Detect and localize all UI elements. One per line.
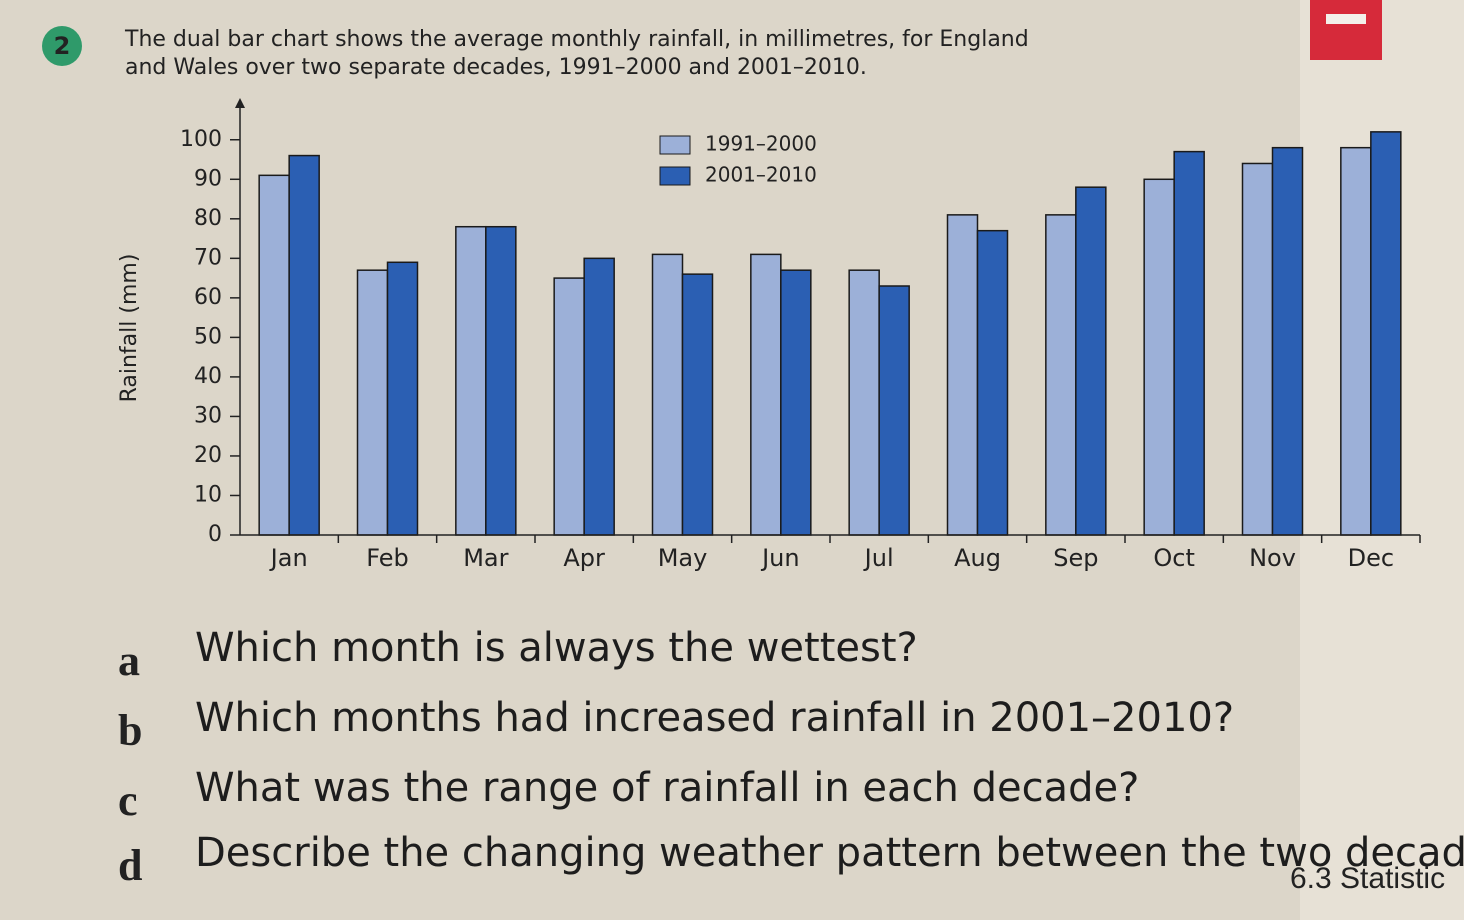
legend-swatch	[659, 135, 691, 155]
bar	[553, 277, 585, 536]
y-tick-label: 50	[194, 324, 222, 349]
bar	[651, 253, 684, 536]
x-tick-label: Oct	[1153, 544, 1195, 572]
bar	[1271, 146, 1304, 536]
bar	[681, 273, 714, 536]
question-letter: c	[118, 776, 138, 825]
bar	[1045, 214, 1077, 536]
y-tick-label: 10	[194, 482, 222, 507]
bar	[1241, 162, 1274, 536]
question-text: Describe the changing weather pattern be…	[195, 830, 1464, 876]
question-letter: a	[118, 636, 140, 685]
bar	[946, 214, 979, 536]
y-tick-label: 90	[194, 166, 222, 191]
x-tick-label: May	[658, 544, 708, 572]
bar	[1340, 146, 1372, 536]
bar	[1370, 131, 1402, 536]
legend-swatch	[659, 166, 691, 186]
x-tick-label: Dec	[1348, 544, 1394, 572]
bar	[386, 261, 419, 536]
question-letter: b	[118, 706, 142, 755]
bar	[356, 269, 389, 536]
x-tick-label: Jan	[269, 544, 308, 572]
x-tick-label: Nov	[1249, 544, 1296, 572]
bar	[878, 285, 910, 536]
x-tick-label: Jul	[863, 544, 894, 572]
y-tick-label: 60	[194, 285, 222, 310]
red-tab	[1310, 0, 1382, 60]
question-number: 2	[54, 32, 71, 60]
bar	[455, 225, 487, 536]
x-tick-label: Aug	[954, 544, 1001, 572]
y-tick-label: 40	[194, 364, 222, 389]
bar	[750, 253, 782, 536]
y-axis-label: Rainfall (mm)	[117, 254, 142, 403]
legend-label: 2001–2010	[705, 163, 817, 187]
legend-label: 1991–2000	[705, 132, 817, 156]
tab-mark	[1326, 14, 1366, 24]
bar	[1173, 150, 1205, 536]
x-tick-label: Mar	[463, 544, 508, 572]
y-tick-label: 100	[180, 127, 222, 152]
bar	[583, 257, 615, 536]
intro-line: The dual bar chart shows the average mon…	[124, 27, 1029, 52]
footer: 6.3 Statistic	[1290, 862, 1445, 895]
x-tick-label: Apr	[563, 544, 605, 572]
bar	[485, 225, 517, 536]
bar	[1075, 186, 1107, 536]
y-tick-label: 70	[194, 245, 222, 270]
question-letter: d	[118, 841, 142, 890]
question-text: Which month is always the wettest?	[195, 625, 918, 671]
bar	[780, 269, 812, 536]
bar	[976, 229, 1009, 536]
bar	[288, 154, 320, 536]
y-tick-label: 20	[194, 443, 222, 468]
question-text: What was the range of rainfall in each d…	[195, 765, 1139, 811]
x-tick-label: Jun	[760, 544, 800, 572]
intro-line: and Wales over two separate decades, 199…	[125, 55, 867, 80]
y-axis-arrow	[235, 98, 245, 108]
question-text: Which months had increased rainfall in 2…	[195, 695, 1234, 741]
y-tick-label: 30	[194, 403, 222, 428]
x-tick-label: Feb	[366, 544, 409, 572]
y-tick-label: 0	[208, 522, 222, 547]
bar	[258, 174, 290, 536]
y-tick-label: 80	[194, 206, 222, 231]
bar	[1143, 178, 1175, 536]
bar	[848, 269, 880, 536]
x-tick-label: Sep	[1053, 544, 1098, 572]
question-badge	[42, 26, 82, 66]
